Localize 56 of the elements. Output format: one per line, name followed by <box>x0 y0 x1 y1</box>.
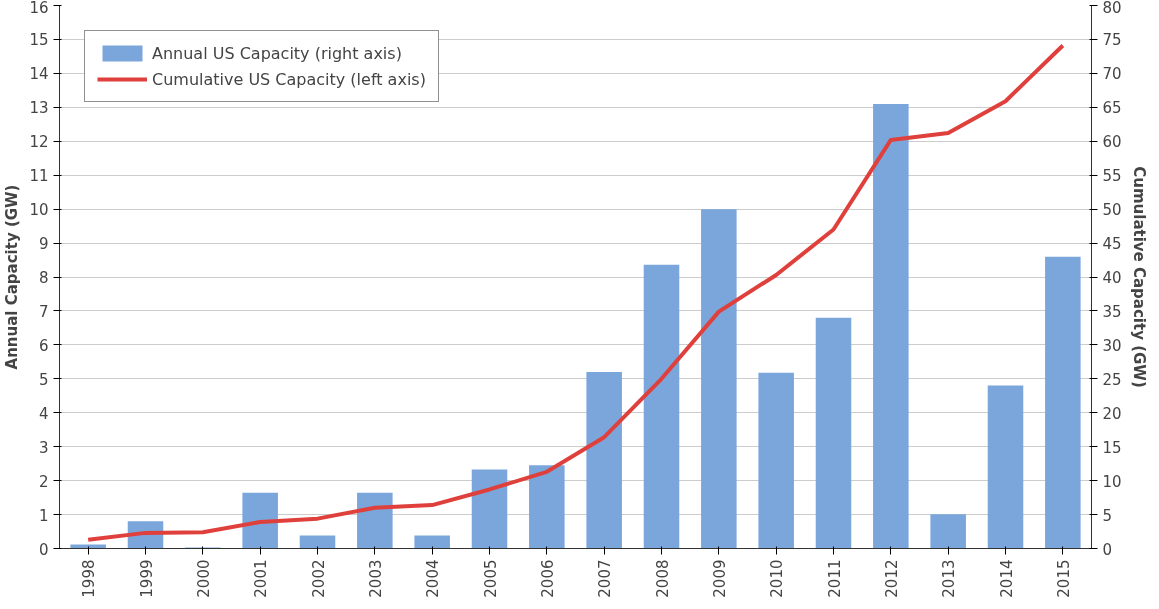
y-tick-label: 16 <box>29 0 49 17</box>
y2-tick-label: 5 <box>1102 506 1113 525</box>
x-tick-label: 2009 <box>710 559 729 598</box>
x-tick-label: 2002 <box>309 559 328 598</box>
y2-tick-label: 65 <box>1102 99 1122 118</box>
y-tick-label: 5 <box>38 370 49 389</box>
y2-tick-label: 75 <box>1102 31 1122 50</box>
y-tick-label: 13 <box>29 99 49 118</box>
legend-label: Annual US Capacity (right axis) <box>152 43 402 63</box>
y-tick-label: 6 <box>38 336 49 355</box>
x-tick-label: 2001 <box>252 559 271 598</box>
y-tick-label: 3 <box>38 438 49 457</box>
x-tick-label: 2013 <box>940 559 959 598</box>
x-tick-label: 2004 <box>424 559 443 598</box>
y-tick-label: 8 <box>38 269 49 287</box>
y2-tick-label: 45 <box>1102 235 1122 254</box>
x-tick-label: 2010 <box>768 559 787 598</box>
y2-tick-label: 0 <box>1102 540 1113 559</box>
y-axis-title: Annual Capacity (GW) <box>3 184 22 370</box>
y2-tick-label: 50 <box>1102 201 1122 220</box>
x-tick-label: 2007 <box>596 559 615 598</box>
y2-tick-label: 15 <box>1102 438 1122 457</box>
y2-tick-label: 55 <box>1102 167 1122 186</box>
y-tick-label: 12 <box>29 133 49 152</box>
y2-tick-label: 35 <box>1102 302 1122 321</box>
y2-tick-label: 80 <box>1102 0 1122 17</box>
x-tick-label: 2005 <box>481 559 500 598</box>
y-tick-label: 1 <box>38 506 49 525</box>
y2-tick-label: 60 <box>1102 133 1122 152</box>
x-tick-label: 1998 <box>80 559 99 598</box>
x-tick-label: 2012 <box>882 559 901 598</box>
y-tick-label: 0 <box>38 540 49 559</box>
y-tick-label: 7 <box>38 302 49 321</box>
y2-tick-label: 20 <box>1102 404 1122 423</box>
legend-label: Cumulative US Capacity (left axis) <box>152 69 426 89</box>
x-tick-label: 2011 <box>825 559 844 598</box>
x-tick-label: 2008 <box>653 559 672 598</box>
x-tick-label: 2000 <box>194 559 213 598</box>
y2-tick-label: 30 <box>1102 336 1122 355</box>
y-tick-label: 10 <box>29 201 49 220</box>
y-tick-label: 14 <box>29 65 49 84</box>
y-tick-label: 15 <box>29 31 49 50</box>
y-tick-label: 4 <box>38 404 49 423</box>
y2-tick-label: 40 <box>1102 269 1122 287</box>
x-tick-label: 2015 <box>1054 559 1073 598</box>
x-tick-label: 2006 <box>538 559 557 598</box>
y2-tick-label: 70 <box>1102 65 1122 84</box>
y-tick-label: 2 <box>38 472 49 491</box>
y-tick-label: 11 <box>29 167 49 186</box>
x-tick-label: 1999 <box>137 559 156 598</box>
y-tick-label: 9 <box>38 235 49 254</box>
y2-tick-label: 10 <box>1102 472 1122 491</box>
x-tick-label: 2014 <box>997 559 1016 598</box>
y2-axis-title: Cumulative Capacity (GW) <box>1129 166 1148 388</box>
y2-tick-label: 25 <box>1102 370 1122 389</box>
x-tick-label: 2003 <box>366 559 385 598</box>
